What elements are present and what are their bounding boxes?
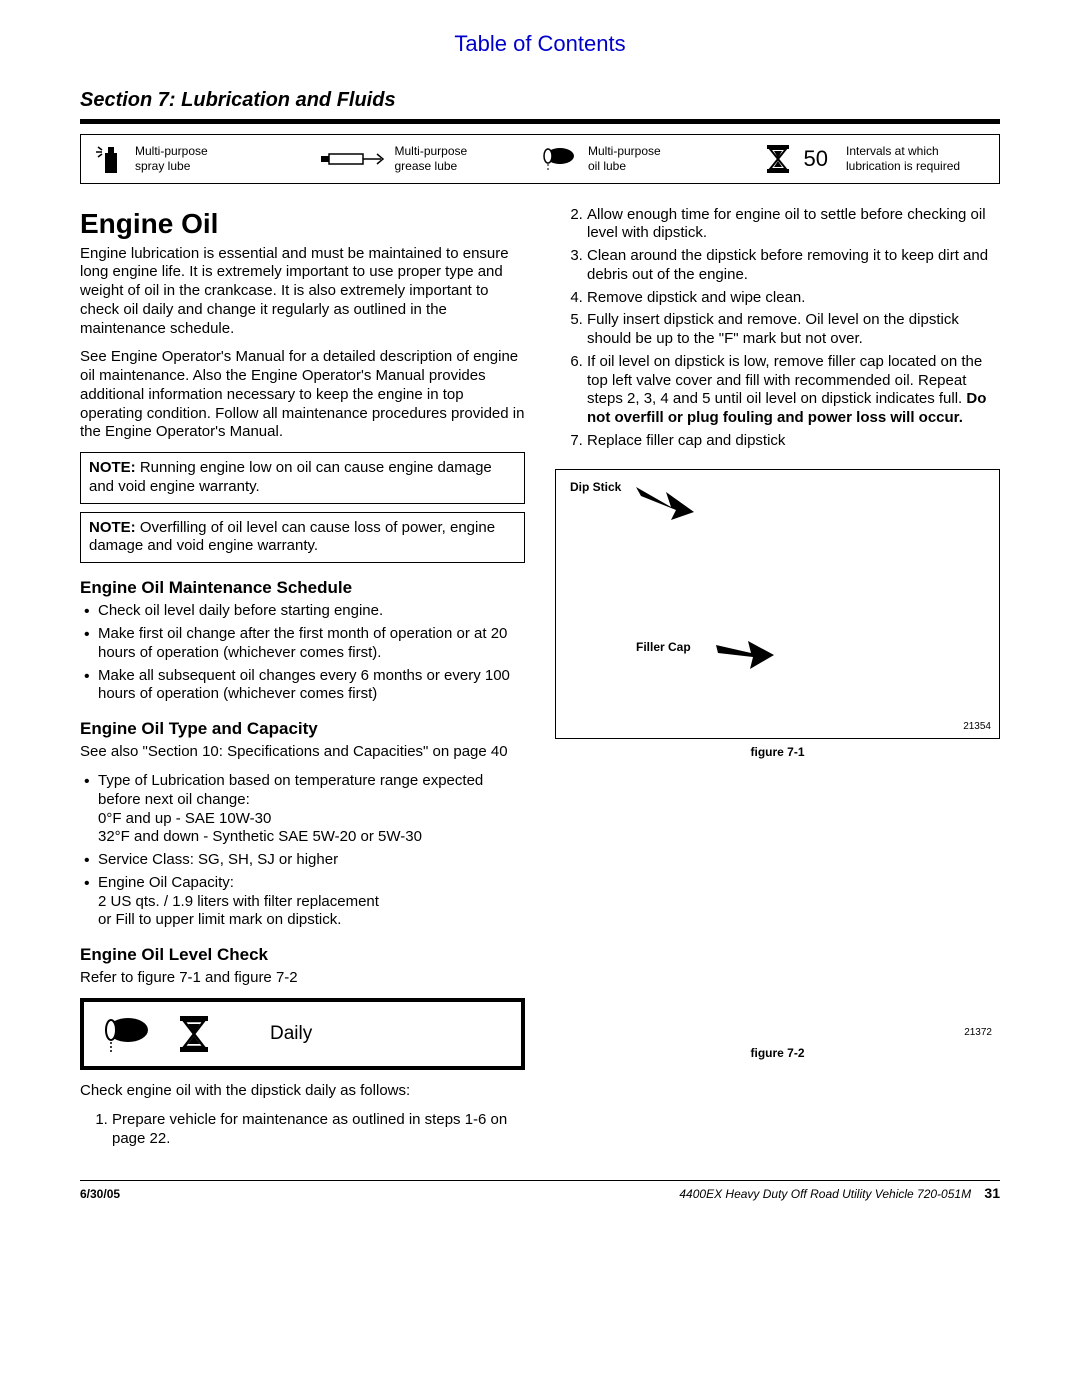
step-3: Clean around the dipstick before removin… <box>587 247 1000 285</box>
step-7: Replace filler cap and dipstick <box>587 432 1000 451</box>
oil-can-icon <box>540 144 580 174</box>
para-2: See Engine Operator's Manual for a detai… <box>80 348 525 442</box>
legend-interval-num: 50 <box>804 145 828 173</box>
schedule-bullet: Make all subsequent oil changes every 6 … <box>98 667 525 705</box>
legend-grease-label: Multi-purpose grease lube <box>395 144 468 173</box>
footer: 6/30/05 4400EX Heavy Duty Off Road Utili… <box>80 1180 1000 1203</box>
level-intro: Check engine oil with the dipstick daily… <box>80 1082 525 1101</box>
type-bullet: Engine Oil Capacity: 2 US qts. / 1.9 lit… <box>98 874 525 930</box>
grease-gun-icon <box>317 149 387 169</box>
fig1-dipstick-label: Dip Stick <box>570 480 621 495</box>
legend-spray-label: Multi-purpose spray lube <box>135 144 208 173</box>
note-1-label: NOTE: <box>89 459 136 476</box>
footer-doc: 4400EX Heavy Duty Off Road Utility Vehic… <box>679 1185 1000 1203</box>
note-2-text: Overfilling of oil level can cause loss … <box>89 519 495 555</box>
fig1-caption: figure 7-1 <box>555 745 1000 760</box>
note-box-1: NOTE: Running engine low on oil can caus… <box>80 452 525 504</box>
schedule-heading: Engine Oil Maintenance Schedule <box>80 577 525 598</box>
step-6-text: If oil level on dipstick is low, remove … <box>587 353 982 408</box>
type-bullet: Type of Lubrication based on temperature… <box>98 772 525 847</box>
daily-label: Daily <box>270 1022 312 1046</box>
arrow-icon <box>716 635 776 671</box>
step-5: Fully insert dipstick and remove. Oil le… <box>587 311 1000 349</box>
schedule-list: Check oil level daily before starting en… <box>80 602 525 704</box>
legend-oil: Multi-purpose oil lube <box>540 144 764 174</box>
level-heading: Engine Oil Level Check <box>80 944 525 965</box>
level-refer: Refer to ﬁgure 7-1 and ﬁgure 7-2 <box>80 969 525 988</box>
daily-box: Daily <box>80 998 525 1070</box>
type-heading: Engine Oil Type and Capacity <box>80 718 525 739</box>
fig2-id: 21372 <box>964 1027 992 1040</box>
figure-7-2: 21372 <box>555 780 1000 1040</box>
section-rule <box>80 119 1000 124</box>
arrow-icon <box>636 482 696 522</box>
legend-grease: Multi-purpose grease lube <box>317 144 541 173</box>
fig1-fillercap-label: Filler Cap <box>636 640 691 655</box>
step-2: Allow enough time for engine oil to sett… <box>587 206 1000 244</box>
hourglass-icon <box>178 1014 210 1054</box>
right-column: Allow enough time for engine oil to sett… <box>555 206 1000 1159</box>
hourglass-icon <box>764 143 792 175</box>
para-1: Engine lubrication is essential and must… <box>80 245 525 339</box>
legend-interval: 50 Intervals at which lubrication is req… <box>764 143 988 175</box>
left-column: Engine Oil Engine lubrication is essenti… <box>80 206 525 1159</box>
step-4: Remove dipstick and wipe clean. <box>587 289 1000 308</box>
legend-box: Multi-purpose spray lube Multi-purpose g… <box>80 134 1000 184</box>
legend-oil-label: Multi-purpose oil lube <box>588 144 661 173</box>
footer-page: 31 <box>984 1185 1000 1201</box>
type-intro: See also "Section 10: Specifications and… <box>80 743 525 762</box>
legend-spray: Multi-purpose spray lube <box>93 143 317 175</box>
section-title: Section 7: Lubrication and Fluids <box>80 88 1000 113</box>
note-2-label: NOTE: <box>89 519 136 536</box>
note-1-text: Running engine low on oil can cause engi… <box>89 459 492 495</box>
legend-interval-label: Intervals at which lubrication is requir… <box>846 144 960 173</box>
step-1: Prepare vehicle for maintenance as outli… <box>112 1111 525 1149</box>
oil-can-icon <box>102 1014 154 1054</box>
schedule-bullet: Make first oil change after the first mo… <box>98 625 525 663</box>
level-steps-col1: Prepare vehicle for maintenance as outli… <box>80 1111 525 1149</box>
step-6: If oil level on dipstick is low, remove … <box>587 353 1000 428</box>
note-box-2: NOTE: Overfilling of oil level can cause… <box>80 512 525 564</box>
type-bullet: Service Class: SG, SH, SJ or higher <box>98 851 525 870</box>
level-steps-col2: Allow enough time for engine oil to sett… <box>555 206 1000 451</box>
footer-date: 6/30/05 <box>80 1187 120 1202</box>
fig1-id: 21354 <box>963 721 991 734</box>
fig2-caption: figure 7-2 <box>555 1046 1000 1061</box>
type-list: Type of Lubrication based on temperature… <box>80 772 525 930</box>
figure-7-1: Dip Stick Filler Cap 21354 <box>555 469 1000 739</box>
footer-doc-text: 4400EX Heavy Duty Off Road Utility Vehic… <box>679 1187 971 1201</box>
spray-can-icon <box>93 143 127 175</box>
engine-oil-heading: Engine Oil <box>80 206 525 241</box>
schedule-bullet: Check oil level daily before starting en… <box>98 602 525 621</box>
toc-link[interactable]: Table of Contents <box>80 30 1000 58</box>
